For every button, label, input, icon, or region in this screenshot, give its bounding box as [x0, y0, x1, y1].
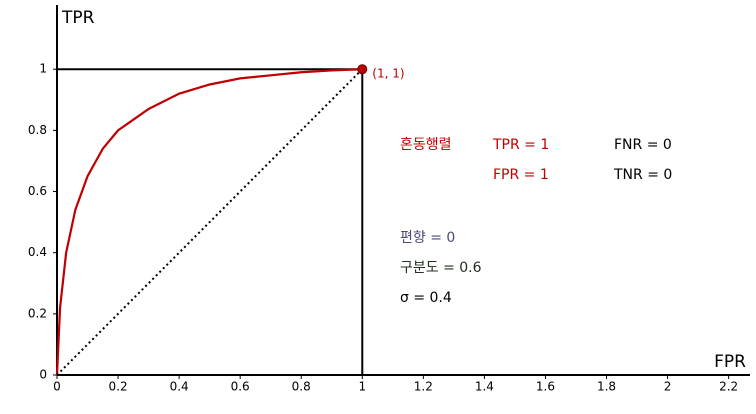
x-tick-label: 0.4: [170, 380, 189, 394]
x-tick-label: 0.2: [109, 380, 128, 394]
y-tick-label: 0.4: [28, 245, 47, 259]
x-tick-label: 0.8: [292, 380, 311, 394]
x-axis-label: FPR: [714, 352, 746, 372]
y-tick-label: 0.8: [28, 123, 47, 137]
x-tick-label: 0: [53, 380, 61, 394]
y-tick-label: 1: [39, 62, 47, 76]
x-tick-label: 0.6: [231, 380, 250, 394]
annotation: σ = 0.4: [400, 290, 452, 306]
x-tick-label: 1.2: [414, 380, 433, 394]
y-tick-label: 0.6: [28, 184, 47, 198]
x-tick-label: 2.2: [719, 380, 738, 394]
annotation: FPR = 1: [493, 167, 549, 183]
y-axis-label: TPR: [61, 8, 95, 28]
point: [357, 64, 368, 75]
annotation: 구분도 = 0.6: [400, 260, 482, 276]
y-tick-label: 0: [39, 368, 47, 382]
x-tick-label: 1.4: [475, 380, 494, 394]
x-tick-label: 1.8: [597, 380, 616, 394]
series-line: [56, 68, 363, 376]
annotation: TNR = 0: [613, 167, 672, 183]
x-tick-label: 1: [358, 380, 366, 394]
annotation: 혼동행렬: [400, 137, 452, 153]
annotation: 편향 = 0: [400, 230, 455, 246]
annotation: TPR = 1: [492, 137, 549, 153]
y-tick-label: 0.2: [28, 306, 47, 320]
x-tick-label: 2: [664, 380, 672, 394]
point-label: (1, 1): [372, 67, 404, 81]
x-tick-label: 1.6: [536, 380, 555, 394]
annotation: FNR = 0: [614, 137, 672, 153]
series-line: [55, 68, 363, 376]
